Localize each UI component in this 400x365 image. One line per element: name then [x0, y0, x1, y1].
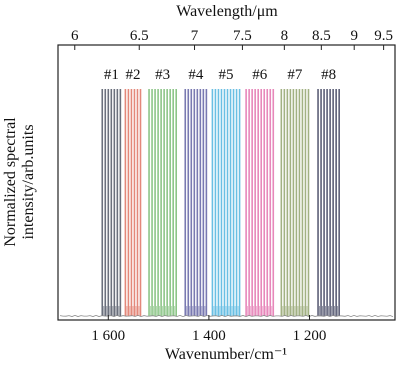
y-axis-title: Normalized spectralintensity/arb.units	[2, 117, 37, 247]
band-label: #6	[252, 67, 268, 83]
x2-tick-label: 6.5	[130, 28, 149, 44]
band-label: #2	[125, 67, 140, 83]
x-axis-ticks: 1 600 1 400 1 200	[91, 315, 326, 344]
baseline	[59, 314, 394, 318]
band-label: #3	[155, 67, 170, 83]
x-tick-label: 1 200	[293, 328, 327, 344]
band-label: #4	[188, 67, 204, 83]
x2-tick-label: 8	[281, 28, 289, 44]
band-group	[280, 89, 310, 316]
x-axis-title: Wavenumber/cm⁻¹	[165, 346, 287, 363]
band-label: #7	[287, 67, 303, 83]
x2-tick-label: 8.5	[312, 28, 331, 44]
band-group	[184, 89, 208, 316]
band-group-labels: #1 #2 #3 #4 #5 #6 #7 #8	[104, 67, 336, 83]
x2-tick-label: 7.5	[233, 28, 252, 44]
band-label: #1	[104, 67, 119, 83]
band-group	[124, 89, 142, 316]
x2-tick-label: 7	[191, 28, 199, 44]
x-tick-label: 1 600	[91, 328, 125, 344]
band-label: #8	[321, 67, 336, 83]
x2-axis-title: Wavelength/μm	[176, 3, 278, 20]
x2-tick-label: 6	[71, 28, 79, 44]
plot-frame	[57, 44, 396, 321]
band-group	[211, 89, 241, 316]
band-group	[245, 89, 275, 316]
x2-tick-label: 9.5	[374, 28, 393, 44]
band-group	[317, 89, 340, 316]
band-group	[101, 89, 122, 316]
x2-axis-ticks: 6 6.5 7 7.5 8 8.5 9 9.5	[71, 28, 393, 50]
band-label: #5	[218, 67, 233, 83]
x-tick-label: 1 400	[192, 328, 226, 344]
x2-tick-label: 9	[350, 28, 358, 44]
spectral-bands	[59, 89, 394, 318]
band-group	[148, 89, 178, 316]
